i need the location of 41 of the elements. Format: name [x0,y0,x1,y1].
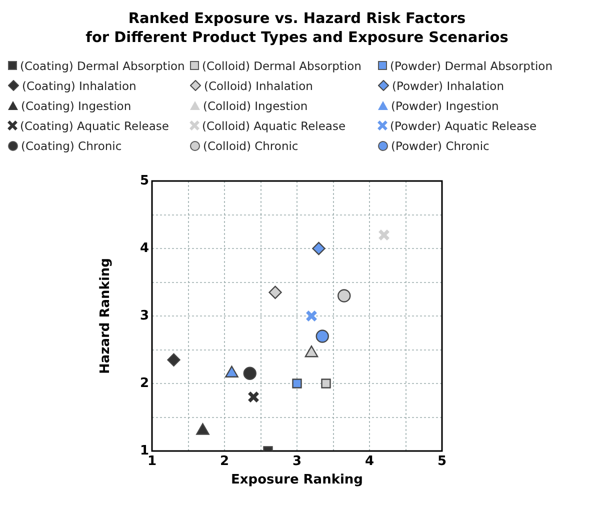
y-tick-label: 4 [140,240,149,256]
legend-label: (Colloid) Ingestion [203,98,308,112]
point [268,286,282,299]
point [196,423,210,435]
legend-label: (Coating) Inhalation [22,78,136,92]
legend-label: (Colloid) Dermal Absorption [202,58,362,72]
point [243,366,256,380]
legend-label: (Coating) Dermal Absorption [20,58,185,72]
point [306,310,318,322]
point [167,353,180,366]
legend-label: (Colloid) Aquatic Release [202,118,346,132]
legend-label: (Powder) Aquatic Release [390,118,537,132]
legend-label: (Colloid) Inhalation [204,78,313,92]
legend-label: (Powder) Inhalation [392,78,504,92]
legend-label: (Coating) Aquatic Release [20,118,169,132]
point [338,289,351,302]
legend-label: (Powder) Dermal Absorption [390,58,553,72]
y-tick-label: 5 [140,173,149,188]
x-tick-label: 4 [364,454,374,470]
x-tick-label: 2 [220,454,230,470]
point [225,366,238,378]
legend-label: (Powder) Ingestion [391,98,499,112]
y-tick-label: 3 [140,308,149,324]
legend-label: (Coating) Ingestion [21,98,132,112]
legend-label: (Coating) Chronic [21,138,122,152]
y-tick-label: 1 [140,443,149,458]
x-tick-label: 5 [437,454,447,470]
x-axis-title: Exposure Ranking [231,472,363,488]
point [316,330,329,343]
y-tick-label: 2 [140,376,149,391]
chart-title: Ranked Exposure vs. Hazard Risk Factors for Different Product Types and Exposure Scenarios [84,10,510,48]
point [378,229,390,241]
y-axis-title: Hazard Ranking [98,258,114,374]
point [248,391,260,403]
point [304,346,318,358]
point [321,378,331,388]
point [312,242,326,256]
point [292,378,302,388]
legend-label: (Colloid) Chronic [203,138,298,152]
legend-label: (Powder) Chronic [391,138,490,152]
x-tick-label: 3 [292,454,302,470]
